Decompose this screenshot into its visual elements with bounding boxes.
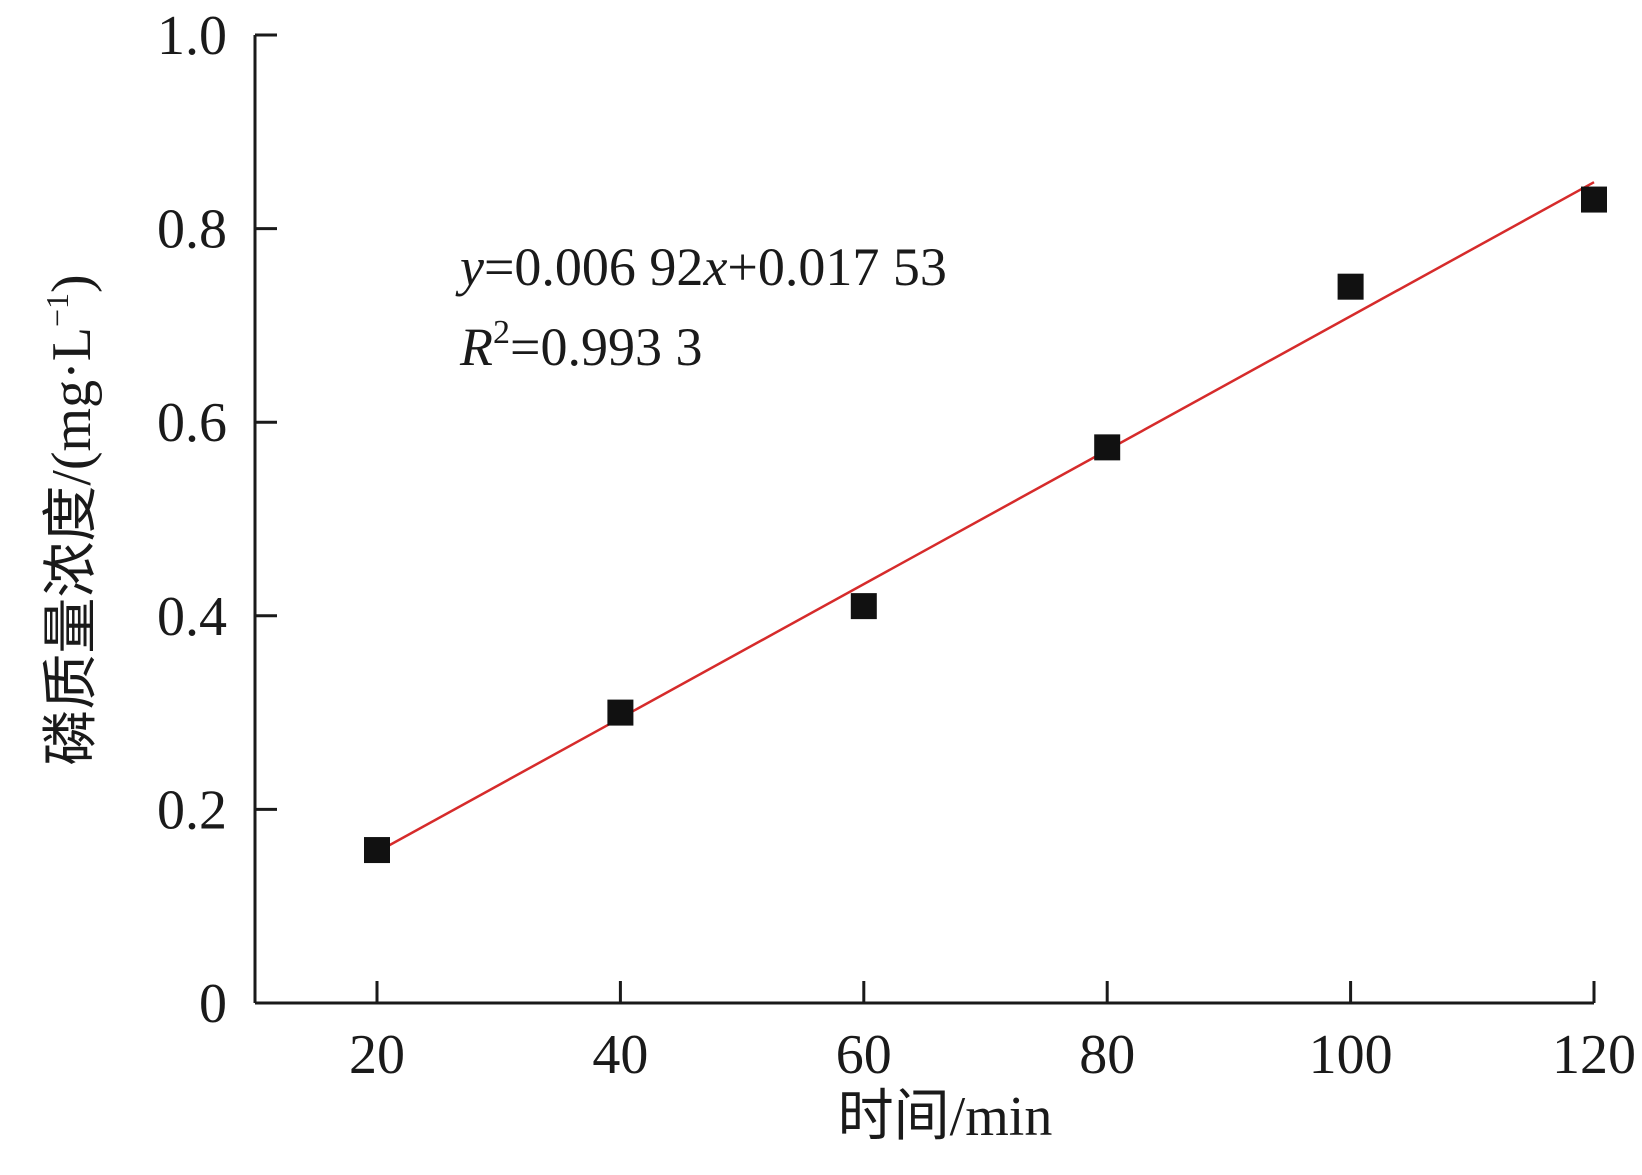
data-point	[1337, 273, 1364, 300]
data-point	[1581, 186, 1607, 213]
fit-line	[376, 181, 1595, 854]
y-axis-title: 磷质量浓度/(mg·L−1)	[39, 274, 103, 765]
y-tick-label: 0.6	[157, 392, 227, 454]
y-tick-label: 0	[199, 973, 227, 1035]
y-tick-label: 0.8	[157, 199, 227, 261]
equation-intercept: +0.017 53	[727, 237, 946, 297]
r2-superscript: 2	[493, 314, 510, 351]
x-tick-label: 20	[349, 1024, 405, 1086]
equation-y-var: y	[455, 237, 484, 297]
fit-equation: y=0.006 92x+0.017 53	[455, 237, 947, 297]
axes	[253, 35, 1594, 1005]
fit-r-squared: R2=0.993 3	[459, 314, 702, 377]
y-axis-title-main: 磷质量浓度/(mg·L	[41, 327, 103, 766]
x-tick-label: 80	[1079, 1024, 1135, 1086]
data-point	[1094, 434, 1121, 461]
equation-x-var: x	[702, 237, 727, 297]
y-tick-label: 0.4	[157, 586, 227, 648]
x-tick-label: 60	[836, 1024, 892, 1086]
x-tick-label: 100	[1309, 1024, 1393, 1086]
y-tick-label: 0.2	[157, 779, 227, 841]
data-point	[364, 837, 390, 864]
y-axis-title-superscript: −1	[39, 293, 75, 327]
data-point	[607, 699, 634, 726]
r2-var: R	[459, 317, 493, 377]
fit-layer	[376, 181, 1595, 854]
ticks: 0 0.2 0.4 0.6 0.8 1.0 20 40 60 80 100 120	[157, 5, 1636, 1086]
x-tick-label: 40	[592, 1024, 648, 1086]
x-axis-title: 时间/min	[838, 1086, 1053, 1148]
r2-value: =0.993 3	[510, 317, 702, 377]
y-tick-label: 1.0	[157, 5, 227, 67]
x-tick-label: 120	[1552, 1024, 1636, 1086]
data-points	[364, 186, 1607, 864]
data-point	[850, 593, 877, 620]
equation-slope: =0.006 92	[484, 237, 703, 297]
y-axis-title-suffix: )	[41, 274, 103, 293]
